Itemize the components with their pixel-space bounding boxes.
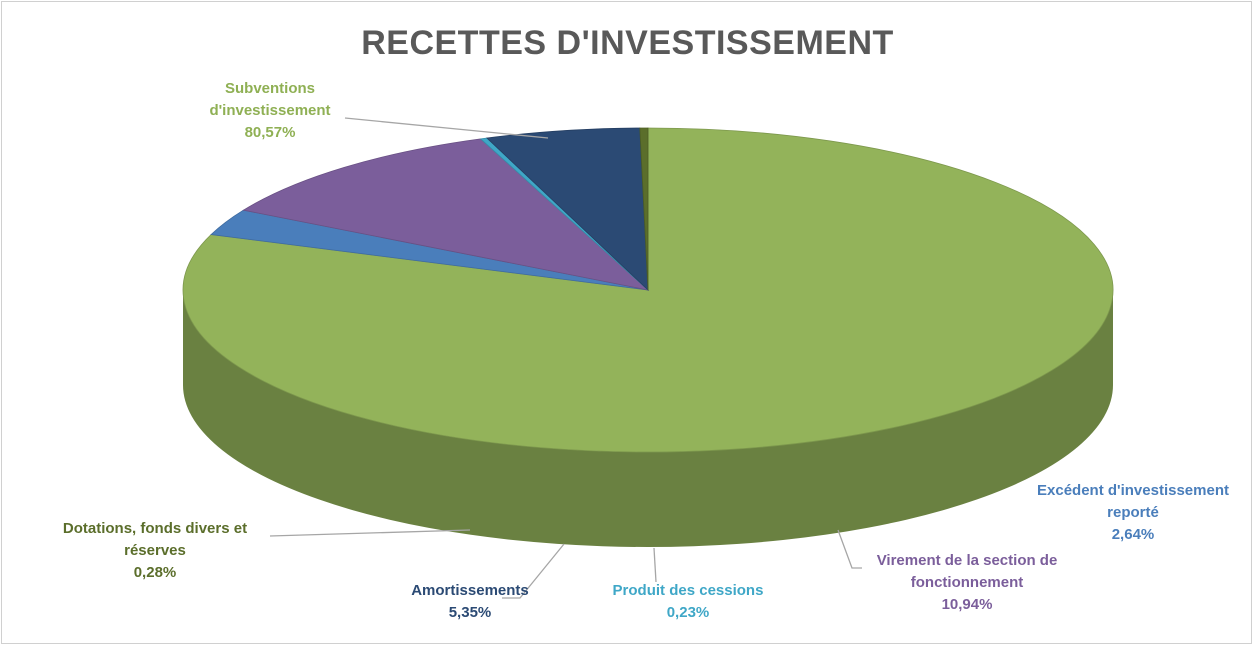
data-label: Virement de la section de fonctionnement 1… bbox=[837, 550, 1097, 616]
data-label-category: Subventions bbox=[224, 80, 315, 97]
data-label: Subventions d'investissement 80,57% bbox=[150, 78, 390, 144]
leader-line bbox=[344, 117, 549, 139]
data-label-category: Amortissements bbox=[411, 582, 529, 599]
leader-line bbox=[653, 547, 657, 583]
data-label-category: Dotations, fonds divers et bbox=[62, 520, 248, 537]
data-label: Amortissements 5,35% bbox=[380, 580, 560, 624]
data-label-category: fonctionnement bbox=[910, 574, 1024, 591]
pie-slice bbox=[182, 127, 1114, 453]
data-label: Produit des cessions 0,23% bbox=[578, 580, 798, 624]
data-label-value: 0,28% bbox=[133, 564, 177, 581]
data-label-value: 0,23% bbox=[666, 604, 710, 621]
data-label-category: Produit des cessions bbox=[612, 582, 764, 599]
pie-slice-side bbox=[183, 290, 1113, 547]
pie-slice bbox=[639, 127, 649, 291]
leader-line bbox=[269, 529, 471, 537]
leader-line bbox=[837, 529, 862, 569]
chart-title: RECETTES D'INVESTISSEMENT bbox=[361, 24, 894, 62]
data-label-category: d'investissement bbox=[209, 102, 331, 119]
data-label-value: 2,64% bbox=[1111, 526, 1155, 543]
data-label-category: Virement de la section de bbox=[876, 552, 1058, 569]
pie-slice bbox=[486, 127, 649, 291]
data-label: Dotations, fonds divers et réserves 0,28% bbox=[25, 518, 285, 584]
leader-line bbox=[502, 543, 565, 599]
data-label-value: 5,35% bbox=[448, 604, 492, 621]
pie-slice bbox=[242, 138, 650, 291]
data-label: Excédent d'investissement reporté 2,64% bbox=[1008, 480, 1255, 546]
data-label-category: réserves bbox=[124, 542, 186, 559]
data-label-value: 10,94% bbox=[941, 596, 993, 613]
data-label-category: Excédent d'investissement bbox=[1037, 482, 1229, 499]
data-label-category: reporté bbox=[1107, 504, 1159, 521]
data-label-value: 80,57% bbox=[244, 124, 296, 141]
